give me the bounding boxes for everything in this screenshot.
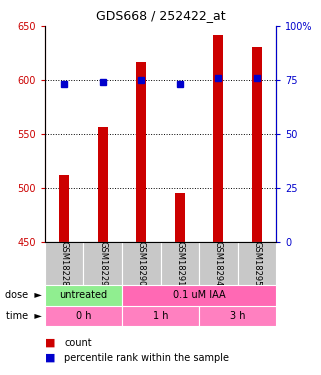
Bar <box>45 285 122 306</box>
Bar <box>136 62 146 242</box>
Bar <box>98 126 108 242</box>
Text: GSM18291: GSM18291 <box>175 241 184 286</box>
Bar <box>45 306 122 326</box>
Bar <box>213 35 223 242</box>
Bar <box>59 175 69 242</box>
Text: ■: ■ <box>45 353 56 363</box>
Text: 3 h: 3 h <box>230 311 245 321</box>
Text: GSM18290: GSM18290 <box>137 241 146 286</box>
Text: count: count <box>64 338 92 348</box>
Bar <box>45 242 83 285</box>
Text: 1 h: 1 h <box>153 311 168 321</box>
Text: GDS668 / 252422_at: GDS668 / 252422_at <box>96 9 225 22</box>
Bar <box>83 242 122 285</box>
Text: time  ►: time ► <box>6 311 42 321</box>
Bar <box>199 242 238 285</box>
Bar <box>238 242 276 285</box>
Bar <box>175 194 185 242</box>
Bar <box>199 306 276 326</box>
Text: 0.1 uM IAA: 0.1 uM IAA <box>173 290 225 300</box>
Text: GSM18229: GSM18229 <box>98 241 107 286</box>
Bar <box>160 242 199 285</box>
Bar <box>122 242 160 285</box>
Bar <box>252 47 262 242</box>
Text: GSM18228: GSM18228 <box>60 241 69 286</box>
Text: untreated: untreated <box>59 290 108 300</box>
Text: GSM18295: GSM18295 <box>252 241 261 286</box>
Text: 0 h: 0 h <box>76 311 91 321</box>
Bar <box>122 306 199 326</box>
Text: GSM18294: GSM18294 <box>214 241 223 286</box>
Text: percentile rank within the sample: percentile rank within the sample <box>64 353 229 363</box>
Bar <box>122 285 276 306</box>
Text: ■: ■ <box>45 338 56 348</box>
Text: dose  ►: dose ► <box>5 290 42 300</box>
